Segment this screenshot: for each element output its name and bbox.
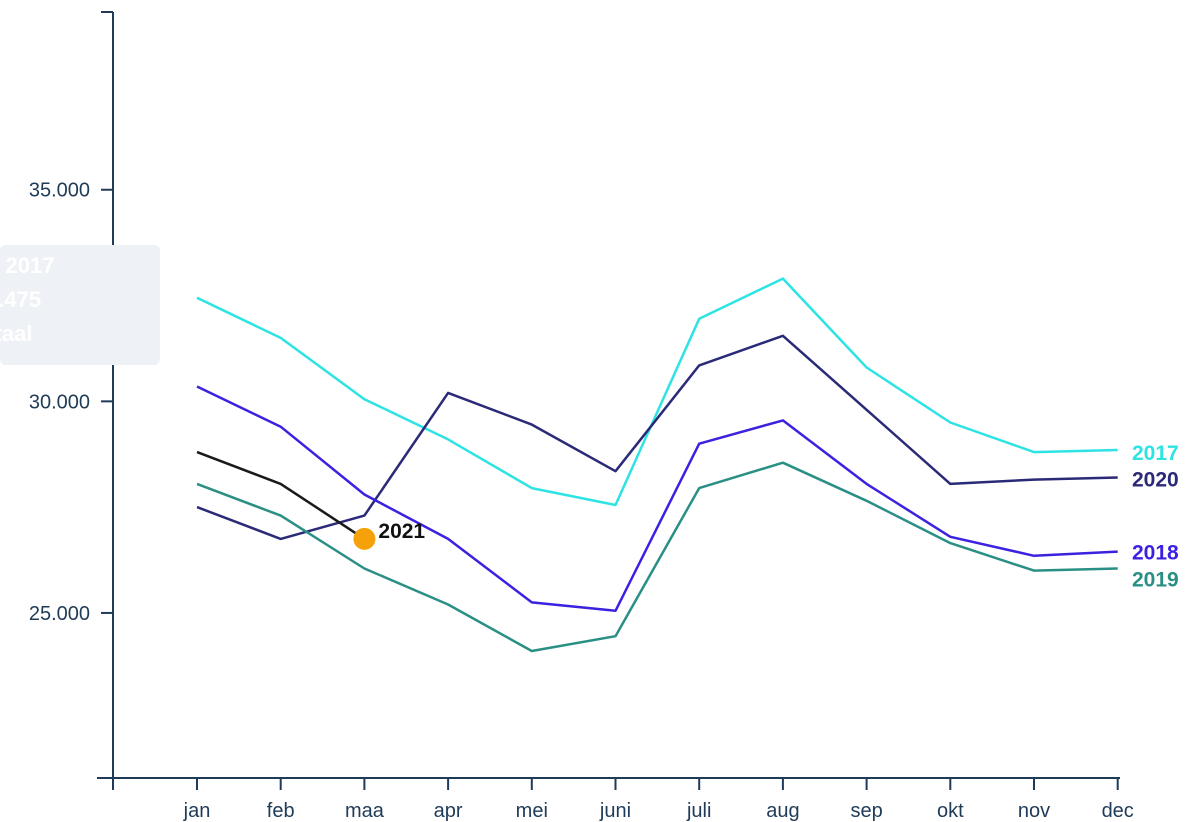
y-axis: 25.000 30.000 35.000 [29,11,114,778]
tooltip-line-3: rtaal [0,321,33,346]
series-line-2017 [196,277,1118,507]
highlight-point[interactable] [353,527,376,550]
x-tick-label: juli [686,800,711,822]
series-line-2018 [196,385,1118,613]
x-tick-label: apr [434,800,463,822]
series-label-2020: 2020 [1132,469,1179,492]
tooltip: n 2017 2.475 rtaal [0,245,160,365]
x-tick-label: okt [937,800,964,822]
x-tick-label: sep [850,800,882,822]
series-label-2019: 2019 [1132,569,1179,592]
x-axis: jan feb maa apr mei juni juli aug sep okt nov dec [97,777,1134,822]
tooltip-line-2: 2.475 [0,287,42,312]
highlight-marker [353,527,376,550]
y-tick-label: 30.000 [29,391,90,413]
series-labels: 2017 2020 2018 2019 2021 [378,442,1179,591]
x-tick-label: mei [516,800,548,822]
series-label-2021: 2021 [378,520,425,543]
x-tick-label: nov [1018,800,1050,822]
y-tick-label: 25.000 [29,603,90,625]
y-tick-label: 35.000 [29,180,90,202]
series-lines [196,277,1118,653]
series-line-2019 [196,461,1118,653]
x-tick-label: jan [183,800,211,822]
x-tick-label: juni [599,800,631,822]
tooltip-line-1: n 2017 [0,253,55,278]
series-line-2021 [196,450,366,540]
series-line-2020 [196,334,1118,541]
series-label-2018: 2018 [1132,542,1179,565]
x-tick-label: dec [1102,800,1134,822]
x-tick-label: aug [766,800,799,822]
x-tick-label: maa [345,800,385,822]
series-label-2017: 2017 [1132,442,1179,465]
x-tick-label: feb [267,800,295,822]
